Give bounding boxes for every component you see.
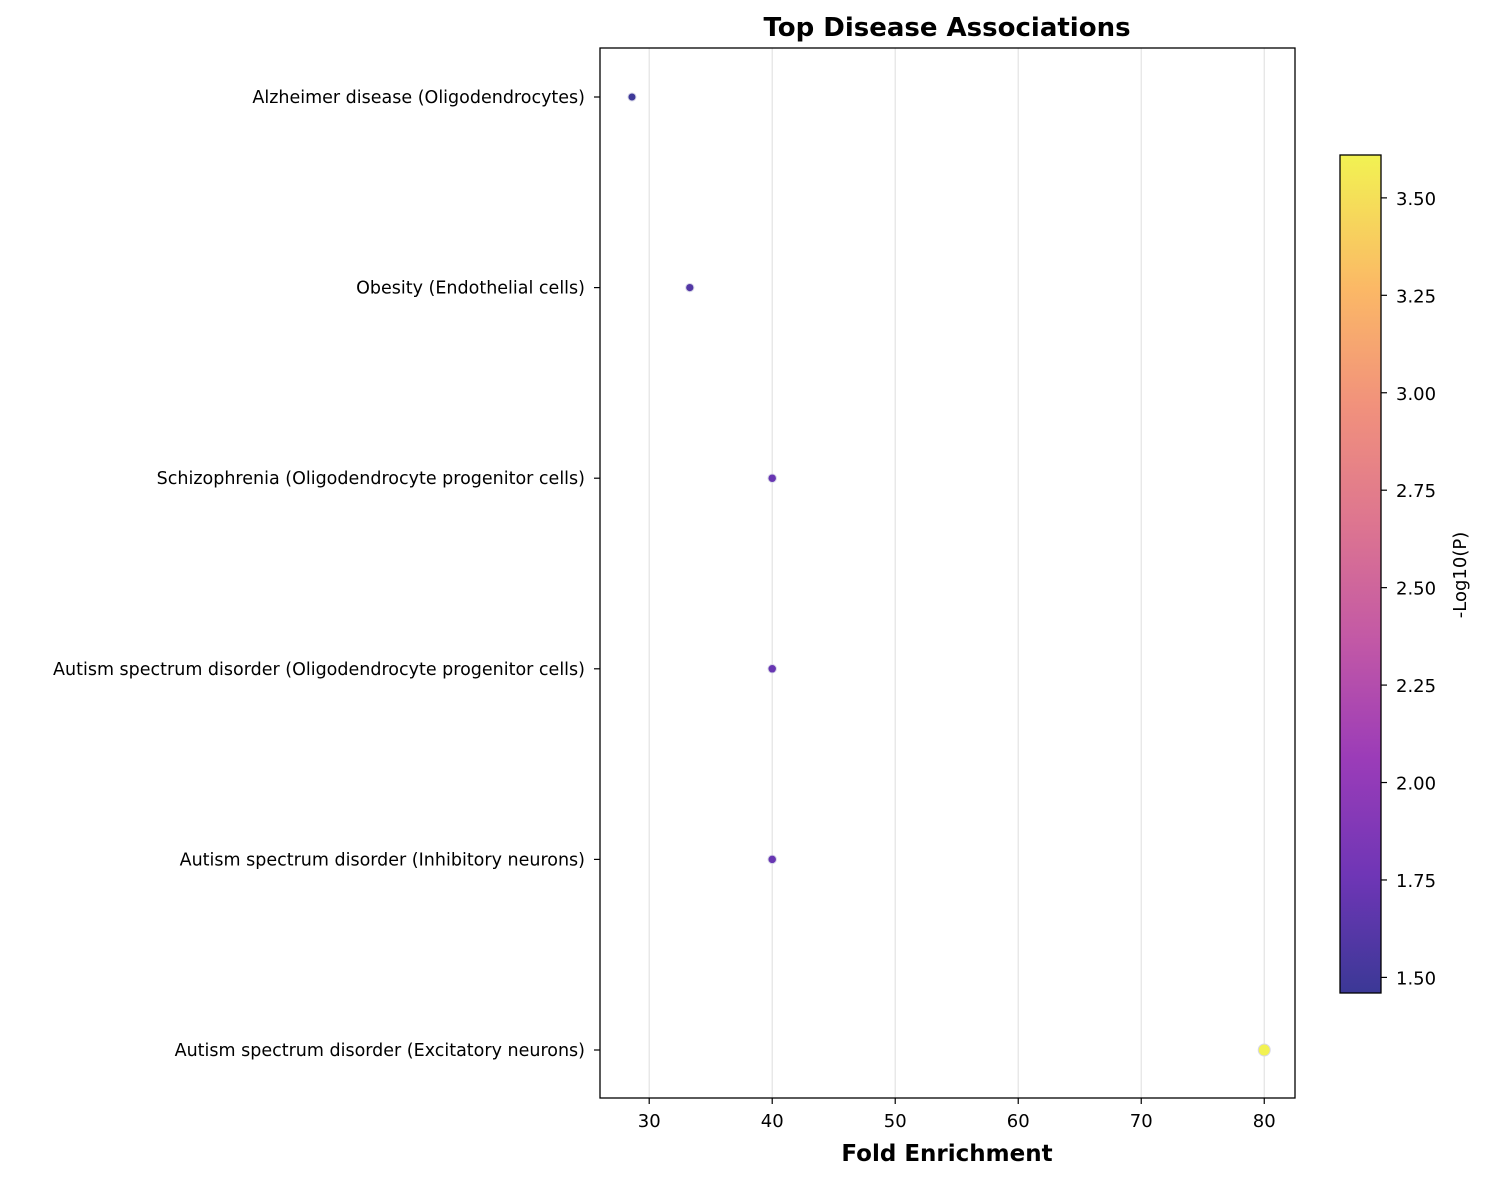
- y-category-label: Autism spectrum disorder (Inhibitory neu…: [180, 850, 585, 870]
- colorbar-gradient: [1339, 154, 1382, 994]
- x-axis-ticks: 30 40 50 60 70 80: [638, 1098, 1276, 1132]
- x-tick-label: 60: [1007, 1111, 1030, 1132]
- x-tick-label: 30: [638, 1111, 661, 1132]
- data-points: [627, 92, 1271, 1057]
- colorbar-tick-label: 2.25: [1396, 676, 1436, 697]
- y-category-label: Schizophrenia (Oligodendrocyte progenito…: [157, 469, 585, 489]
- colorbar-tick-label: 3.00: [1396, 384, 1436, 405]
- y-category-label: Autism spectrum disorder (Oligodendrocyt…: [53, 660, 585, 680]
- colorbar-tick-label: 2.00: [1396, 774, 1436, 795]
- grid-lines: [648, 48, 1265, 1098]
- data-point: [767, 854, 777, 865]
- colorbar-tick-label: 3.25: [1396, 286, 1436, 307]
- y-category-label: Alzheimer disease (Oligodendrocytes): [252, 88, 585, 108]
- colorbar-label: -Log10(P): [1450, 532, 1471, 618]
- x-tick-label: 50: [884, 1111, 907, 1132]
- colorbar-tick-label: 2.75: [1396, 481, 1436, 502]
- plot-area-frame: [599, 47, 1296, 1099]
- chart-title: Top Disease Associations: [763, 13, 1130, 43]
- x-tick-label: 70: [1130, 1111, 1153, 1132]
- y-category-label: Obesity (Endothelial cells): [356, 279, 585, 299]
- data-point: [767, 664, 777, 674]
- data-point: [685, 282, 695, 293]
- x-tick-label: 80: [1253, 1111, 1276, 1132]
- colorbar-tick-label: 2.50: [1396, 579, 1436, 600]
- data-point: [1257, 1043, 1271, 1057]
- colorbar-tick-label: 3.50: [1396, 189, 1436, 210]
- x-tick-label: 40: [761, 1111, 784, 1132]
- colorbar-tick-label: 1.50: [1396, 968, 1436, 989]
- data-point: [767, 473, 777, 483]
- colorbar-tick-label: 1.75: [1396, 871, 1436, 892]
- colorbar-ticks: 1.50 1.75 2.00 2.25 2.50 2.75 3.00 3.25 3.50: [1381, 189, 1436, 989]
- y-axis-categories: Alzheimer disease (Oligodendrocytes) Obes…: [53, 88, 600, 1061]
- data-point: [627, 92, 637, 102]
- y-category-label: Autism spectrum disorder (Excitatory neu…: [175, 1041, 585, 1061]
- x-axis-label: Fold Enrichment: [841, 1141, 1052, 1167]
